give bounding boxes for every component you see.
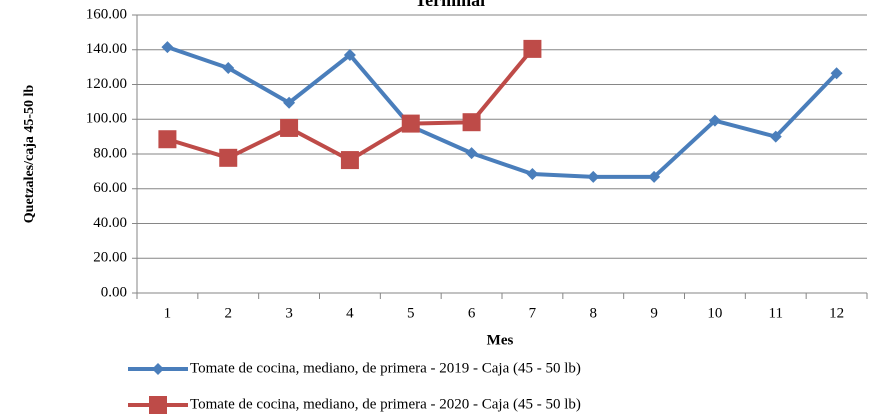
marker (462, 113, 481, 132)
y-tick-label: 160.00 (86, 6, 127, 22)
marker (648, 170, 661, 183)
y-tick-label: 0.00 (101, 284, 127, 300)
x-tick-label: 10 (707, 305, 722, 321)
x-tick-label: 8 (590, 305, 598, 321)
x-tick-label: 7 (529, 305, 537, 321)
legend-label: Tomate de cocina, mediano, de primera - … (190, 360, 581, 376)
x-tick-label: 6 (468, 305, 476, 321)
x-tick-label: 9 (650, 305, 658, 321)
y-tick-label: 20.00 (93, 250, 127, 266)
x-tick-label: 11 (769, 305, 783, 321)
x-tick-label: 2 (225, 305, 233, 321)
legend-label: Tomate de cocina, mediano, de primera - … (190, 396, 581, 412)
marker (343, 48, 356, 61)
y-tick-label: 80.00 (93, 145, 127, 161)
series-line (166, 45, 839, 179)
x-tick-label: 4 (346, 305, 354, 321)
marker (708, 114, 721, 127)
marker (587, 170, 600, 183)
marker (219, 148, 238, 167)
x-tick-label: 1 (164, 305, 172, 321)
marker (526, 167, 539, 180)
x-tick-label: 5 (407, 305, 415, 321)
marker (222, 61, 235, 74)
y-tick-label: 140.00 (86, 41, 127, 57)
y-axis-label: Quetzales/caja 45-50 lb (22, 85, 37, 224)
marker (280, 118, 299, 137)
marker (401, 114, 420, 133)
marker (158, 130, 177, 149)
legend-marker (149, 396, 167, 414)
x-axis-label: Mes (487, 332, 514, 348)
y-tick-label: 120.00 (86, 76, 127, 92)
marker (830, 67, 843, 80)
marker (283, 96, 296, 109)
marker (465, 147, 478, 160)
chart-title: Terminal (415, 0, 485, 10)
marker (523, 39, 542, 58)
marker (769, 130, 782, 143)
y-tick-label: 40.00 (93, 215, 127, 231)
y-tick-label: 100.00 (86, 111, 127, 127)
y-tick-label: 60.00 (93, 180, 127, 196)
marker (161, 41, 174, 54)
x-tick-label: 3 (285, 305, 293, 321)
marker (340, 151, 359, 170)
legend-marker (152, 363, 164, 375)
x-tick-label: 12 (829, 305, 844, 321)
